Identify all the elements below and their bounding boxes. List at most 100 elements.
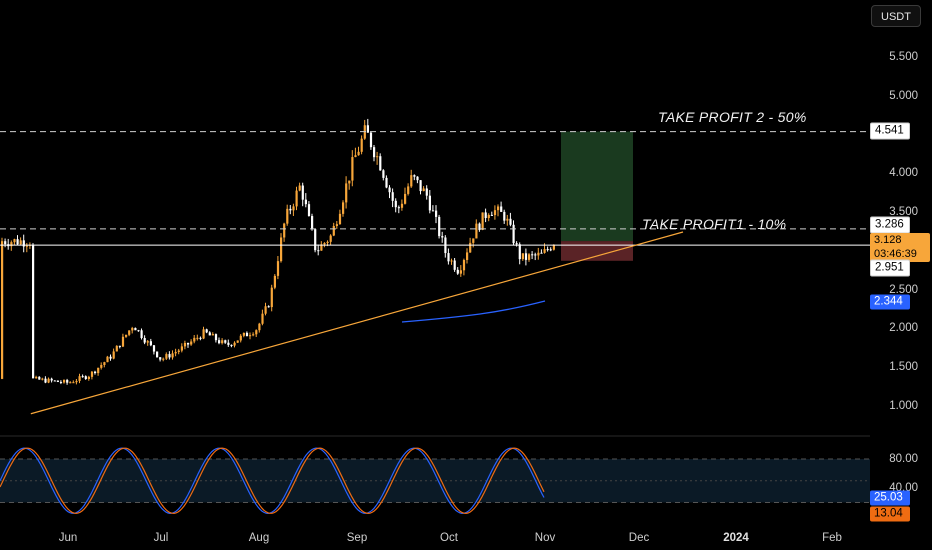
candle-body xyxy=(72,382,75,384)
candle-body xyxy=(218,340,221,344)
candle-body xyxy=(490,214,493,216)
candle-body xyxy=(193,337,196,342)
candle-body xyxy=(317,250,320,252)
candle-body xyxy=(391,192,394,201)
candle-body xyxy=(487,214,490,219)
candle-body xyxy=(292,206,295,211)
candlestick-series xyxy=(1,118,555,385)
price-axis-label: 1.000 xyxy=(889,400,918,412)
candle-body xyxy=(165,354,168,359)
moving-average-line xyxy=(401,300,546,323)
candle-body xyxy=(87,376,90,379)
time-axis-label: Nov xyxy=(534,532,556,544)
candle-body xyxy=(342,202,345,214)
candle-body xyxy=(1,241,4,379)
candle-body xyxy=(419,180,422,192)
candle-body xyxy=(190,341,193,345)
candle-body xyxy=(326,241,329,244)
candle-body xyxy=(475,223,478,239)
candle-body xyxy=(280,237,283,262)
candle-body xyxy=(373,147,376,158)
candle-body xyxy=(196,337,199,339)
candle-body xyxy=(537,252,540,256)
candle-body xyxy=(335,224,338,226)
candle-body xyxy=(528,254,531,260)
loss-zone xyxy=(561,241,633,261)
candle-body xyxy=(543,249,546,253)
candle-body xyxy=(546,249,549,251)
candle-body xyxy=(109,356,112,359)
candle-body xyxy=(388,187,391,193)
currency-button[interactable]: USDT xyxy=(871,5,921,27)
candle-body xyxy=(450,260,453,262)
candle-body xyxy=(481,212,484,230)
candle-body xyxy=(118,345,121,347)
candle-body xyxy=(171,353,174,358)
candle-body xyxy=(354,155,357,158)
candle-body xyxy=(47,378,50,383)
candle-body xyxy=(63,380,66,383)
ma-price-tag: 2.344 xyxy=(870,294,910,310)
candle-body xyxy=(100,364,103,368)
candle-body xyxy=(258,323,261,331)
candle-body xyxy=(351,157,354,181)
candle-body xyxy=(366,125,369,133)
candle-body xyxy=(323,243,326,245)
candle-body xyxy=(493,210,497,216)
candle-body xyxy=(261,313,264,324)
candle-body xyxy=(379,156,382,171)
candle-body xyxy=(125,334,128,337)
candle-body xyxy=(466,252,469,260)
candle-body xyxy=(38,376,41,380)
stoch-d-line xyxy=(0,447,545,515)
candle-body xyxy=(283,223,286,238)
candle-body xyxy=(376,156,379,158)
tp2-price-tag: 4.541 xyxy=(870,122,910,140)
tp1-price-tag: 3.286 xyxy=(870,216,910,234)
candle-body xyxy=(66,380,69,383)
candle-body xyxy=(134,328,137,331)
candle-body xyxy=(478,223,481,230)
candle-body xyxy=(338,213,342,225)
candle-body xyxy=(4,241,7,245)
candle-body xyxy=(211,334,214,336)
candle-body xyxy=(149,341,152,346)
candle-body xyxy=(10,242,13,247)
candle-body xyxy=(106,356,109,363)
candle-body xyxy=(162,358,165,360)
candle-countdown: 03:46:39 xyxy=(874,247,917,260)
candle-body xyxy=(239,335,242,341)
candle-body xyxy=(25,245,28,247)
candle-body xyxy=(382,170,385,178)
price-axis-label: 5.500 xyxy=(889,51,918,63)
candle-body xyxy=(159,357,162,360)
candle-body xyxy=(168,354,171,358)
candle-body xyxy=(413,175,416,177)
candle-body xyxy=(264,306,267,314)
candle-body xyxy=(183,342,187,347)
stoch-k-tag: 25.03 xyxy=(870,490,910,506)
time-axis-label: Jul xyxy=(153,532,169,544)
candle-body xyxy=(50,378,53,381)
candle-body xyxy=(357,151,360,156)
candle-body xyxy=(453,260,456,270)
candle-body xyxy=(472,238,475,243)
time-axis-label: Sep xyxy=(346,532,368,544)
candle-body xyxy=(320,244,323,251)
take-profit-2-label: TAKE PROFIT 2 - 50% xyxy=(658,109,807,125)
candle-body xyxy=(425,188,428,196)
candle-body xyxy=(447,253,450,262)
candle-body xyxy=(121,336,125,347)
candle-body xyxy=(515,243,518,245)
candle-body xyxy=(13,239,16,243)
stoch-d-tag: 13.04 xyxy=(870,506,910,522)
candle-body xyxy=(22,240,25,247)
candle-body xyxy=(369,132,373,148)
candle-body xyxy=(503,211,506,221)
price-axis-label: 2.500 xyxy=(889,284,918,296)
chart-overlays xyxy=(0,131,870,415)
candle-body xyxy=(69,382,72,384)
candle-body xyxy=(441,236,444,238)
candle-body xyxy=(497,206,500,211)
